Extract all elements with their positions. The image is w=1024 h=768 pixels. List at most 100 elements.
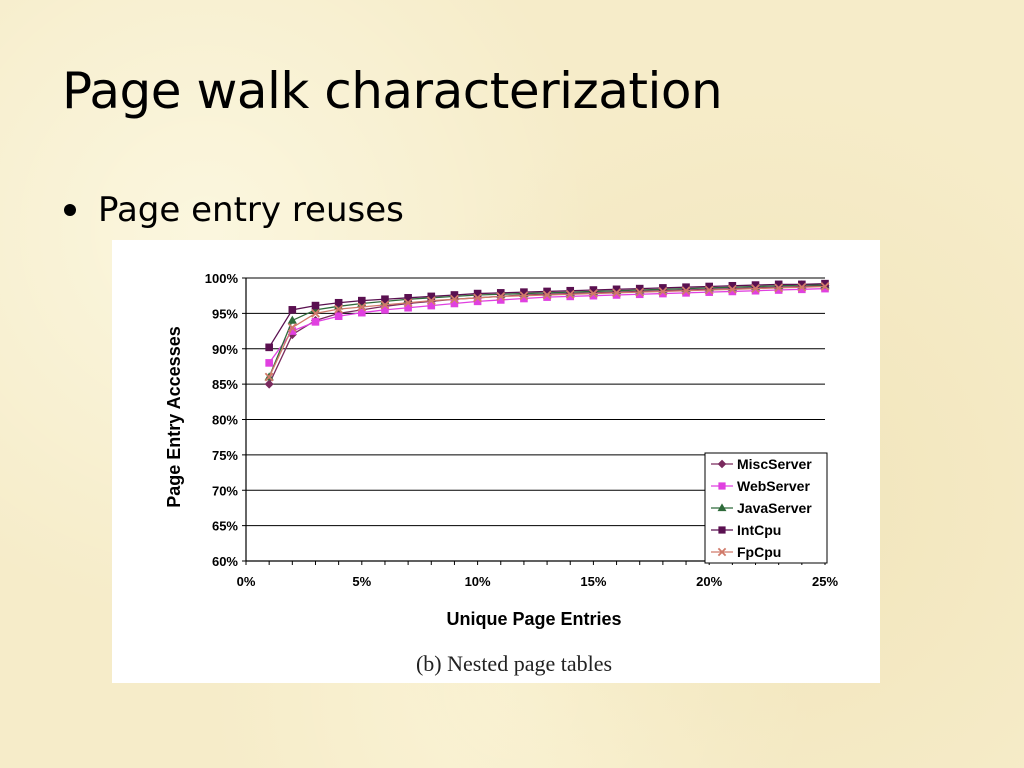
y-tick-label: 80% xyxy=(212,413,238,428)
point xyxy=(658,287,668,296)
y-tick-label: 85% xyxy=(212,377,238,392)
point xyxy=(717,547,727,557)
chart-legend: MiscServer WebServer JavaServer IntCpu FpCpu xyxy=(704,452,828,564)
legend-label: FpCpu xyxy=(737,544,781,560)
point xyxy=(357,302,367,312)
y-tick-label: 60% xyxy=(212,554,238,569)
y-tick-label: 100% xyxy=(205,271,239,286)
legend-label: JavaServer xyxy=(737,500,812,516)
y-tick-label: 90% xyxy=(212,342,238,357)
series-webserver xyxy=(265,284,829,367)
point xyxy=(381,295,389,304)
point xyxy=(334,304,344,314)
point xyxy=(311,318,320,326)
point xyxy=(519,291,529,301)
slide-title: Page walk characterization xyxy=(62,62,723,120)
point xyxy=(427,301,436,310)
point xyxy=(542,290,552,300)
point-stroke xyxy=(287,323,297,332)
point xyxy=(288,306,297,314)
point xyxy=(311,301,320,310)
chart-panel: 60% 65% 70% 75% 80% 85% 90% 95% 100% 0% 5% 10% 15% 20… xyxy=(112,240,880,683)
point-stroke xyxy=(380,300,390,310)
point-stroke xyxy=(635,287,645,297)
point xyxy=(496,291,506,301)
bullet-text: Page entry reuses xyxy=(98,190,404,230)
point-stroke xyxy=(403,298,413,308)
legend-item: MiscServer xyxy=(711,456,812,472)
line-chart: 60% 65% 70% 75% 80% 85% 90% 95% 100% 0% 5% 10% 15% 20… xyxy=(164,271,839,676)
chart-axes: 60% 65% 70% 75% 80% 85% 90% 95% 100% 0% 5% 10% 15% 20… xyxy=(205,271,839,589)
y-tick-label: 70% xyxy=(212,483,238,498)
point-stroke xyxy=(717,547,727,557)
legend-label: IntCpu xyxy=(737,522,781,538)
x-axis-label: Unique Page Entries xyxy=(446,609,621,629)
point xyxy=(635,287,645,297)
point-stroke xyxy=(774,283,784,293)
y-tick-label: 95% xyxy=(212,306,238,321)
legend-item: JavaServer xyxy=(711,500,812,516)
legend-label: WebServer xyxy=(737,478,810,494)
point-stroke xyxy=(357,302,367,312)
point-stroke xyxy=(751,284,760,294)
point xyxy=(612,288,621,298)
point xyxy=(380,300,390,310)
point xyxy=(358,308,366,317)
y-tick-label: 65% xyxy=(212,519,238,534)
point xyxy=(287,323,297,332)
point xyxy=(311,308,320,318)
point xyxy=(588,289,598,299)
bullet-dot-icon xyxy=(64,204,76,216)
point-stroke xyxy=(542,290,552,300)
point xyxy=(718,526,726,534)
point xyxy=(265,343,273,352)
point xyxy=(426,296,436,306)
point-stroke xyxy=(658,287,668,296)
point-stroke xyxy=(820,282,830,291)
point xyxy=(751,284,760,294)
chart-grid xyxy=(246,277,825,562)
x-tick-label: 15% xyxy=(580,574,606,589)
point xyxy=(265,359,273,367)
point-stroke xyxy=(311,308,320,318)
point-stroke xyxy=(704,285,714,295)
point xyxy=(717,503,727,512)
y-tick-label: 75% xyxy=(212,448,238,463)
point xyxy=(403,298,413,308)
point xyxy=(820,282,830,291)
point-stroke xyxy=(473,293,483,303)
point-stroke xyxy=(519,291,529,301)
point-stroke xyxy=(496,291,506,301)
point-stroke xyxy=(334,304,344,314)
point-stroke xyxy=(565,289,575,299)
point-stroke xyxy=(681,286,691,296)
point xyxy=(681,286,691,296)
point xyxy=(404,303,412,312)
point xyxy=(287,315,297,324)
point-stroke xyxy=(797,282,807,292)
point xyxy=(404,294,412,302)
point xyxy=(264,379,274,389)
y-axis-label: Page Entry Accesses xyxy=(164,326,184,507)
point xyxy=(334,298,343,307)
point xyxy=(334,312,343,321)
x-tick-label: 10% xyxy=(465,574,491,589)
point-stroke xyxy=(612,288,621,298)
point xyxy=(358,296,366,305)
point xyxy=(381,306,389,314)
point xyxy=(473,293,483,303)
point xyxy=(727,284,737,294)
legend-item: WebServer xyxy=(711,478,810,494)
chart-caption: (b) Nested page tables xyxy=(416,651,612,676)
series-fpcpu xyxy=(264,282,830,382)
point-stroke xyxy=(264,372,274,382)
point-stroke xyxy=(450,294,459,304)
x-tick-label: 25% xyxy=(812,574,838,589)
point xyxy=(565,289,575,299)
chart-series xyxy=(264,279,830,389)
point-stroke xyxy=(727,284,737,294)
point xyxy=(718,482,726,490)
legend-item: IntCpu xyxy=(711,522,781,538)
legend-label: MiscServer xyxy=(737,456,812,472)
point xyxy=(774,283,784,293)
